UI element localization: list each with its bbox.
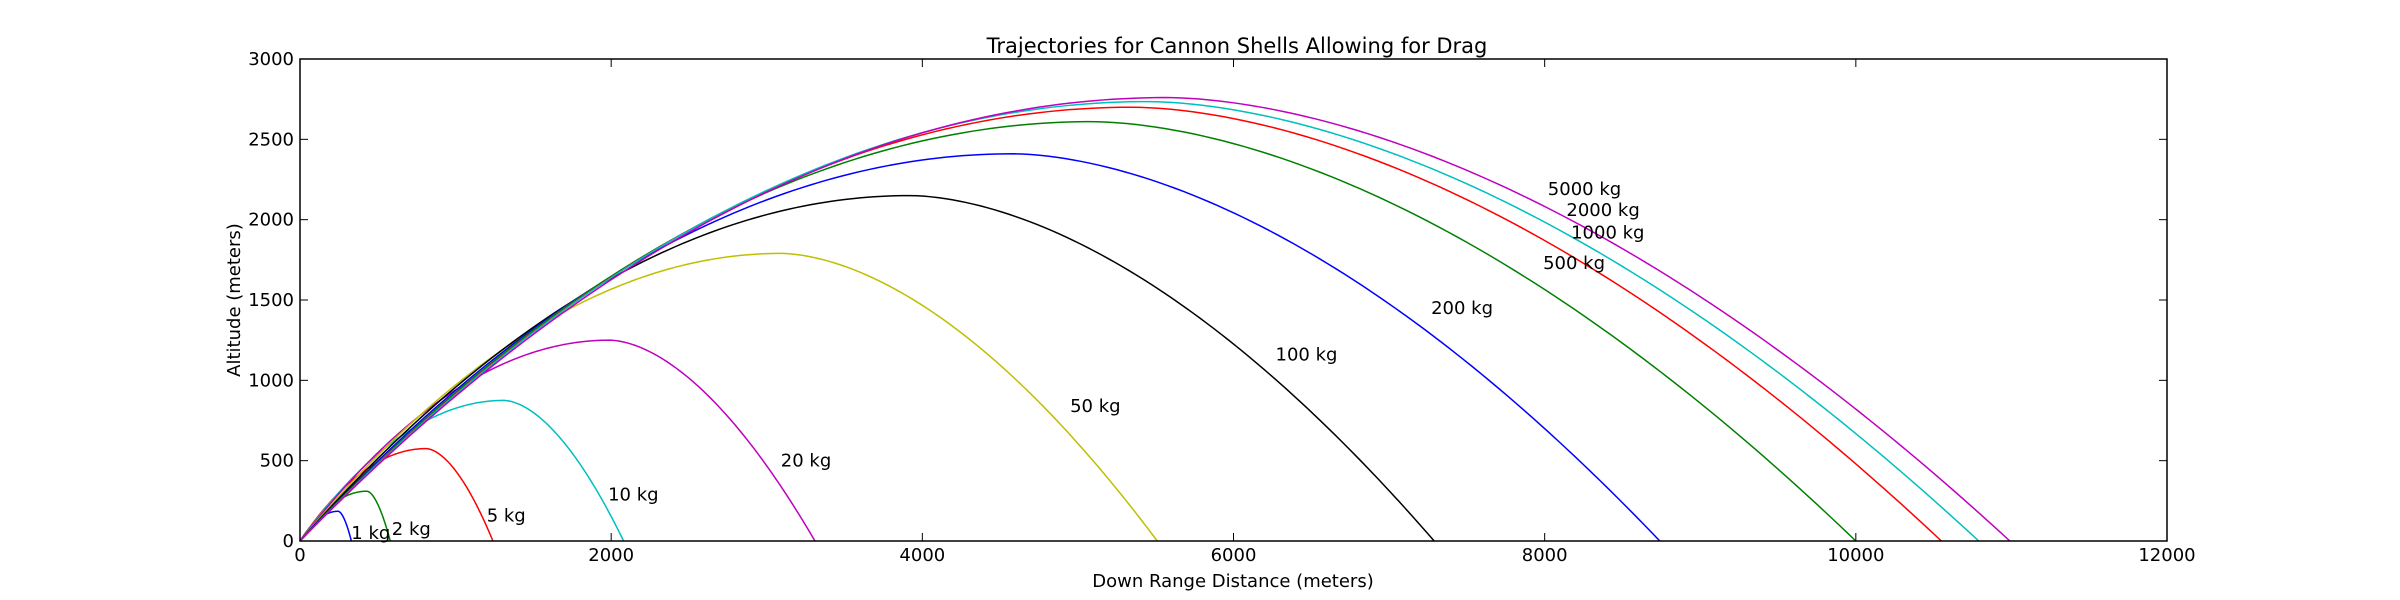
x-tick-label-4: 8000: [1522, 545, 1568, 566]
series-label-10: 2000 kg: [1566, 200, 1639, 221]
axis-ticks: 0 2000 4000 6000 8000 10000 12000 0 500 1000 1500 2…: [248, 49, 2195, 566]
series-line-7: [299, 153, 1661, 542]
series-line-10: [299, 100, 1980, 542]
x-tick-label-5: 10000: [1827, 545, 1884, 566]
series-line-6: [299, 194, 1435, 542]
series-label-2: 5 kg: [487, 505, 526, 526]
y-axis-title: Altitude (meters): [224, 223, 245, 377]
y-tick-label-2: 1000: [248, 370, 294, 391]
x-axis-title: Down Range Distance (meters): [1092, 571, 1374, 592]
series-labels: 1 kg 2 kg 5 kg 10 kg 20 kg 50 kg 100 kg 200 kg 5…: [351, 179, 1644, 544]
series-line-3: [299, 399, 625, 542]
series-label-4: 20 kg: [781, 451, 831, 472]
series-label-6: 100 kg: [1276, 345, 1338, 366]
y-tick-label-1: 500: [260, 451, 294, 472]
series-lines: [299, 96, 2011, 542]
x-tick-label-2: 4000: [899, 545, 945, 566]
y-tick-label-6: 3000: [248, 49, 294, 70]
chart-title: Trajectories for Cannon Shells Allowing …: [986, 34, 1488, 58]
y-tick-label-0: 0: [283, 531, 294, 552]
series-label-1: 2 kg: [392, 519, 431, 540]
series-line-11: [299, 96, 2011, 542]
series-line-8: [299, 120, 1857, 542]
y-tick-label-3: 1500: [248, 290, 294, 311]
series-label-3: 10 kg: [608, 484, 658, 505]
series-label-7: 200 kg: [1431, 298, 1493, 319]
y-tick-label-5: 2500: [248, 129, 294, 150]
x-tick-label-3: 6000: [1211, 545, 1257, 566]
series-line-5: [299, 252, 1158, 542]
x-tick-label-0: 0: [294, 545, 305, 566]
series-label-8: 500 kg: [1543, 253, 1605, 274]
series-label-11: 5000 kg: [1548, 179, 1621, 200]
y-tick-label-4: 2000: [248, 210, 294, 231]
x-tick-label-1: 2000: [588, 545, 634, 566]
series-label-5: 50 kg: [1070, 396, 1120, 417]
x-tick-label-6: 12000: [2138, 545, 2195, 566]
series-label-9: 1000 kg: [1571, 223, 1644, 244]
series-label-0: 1 kg: [351, 523, 390, 544]
series-line-4: [299, 339, 816, 542]
